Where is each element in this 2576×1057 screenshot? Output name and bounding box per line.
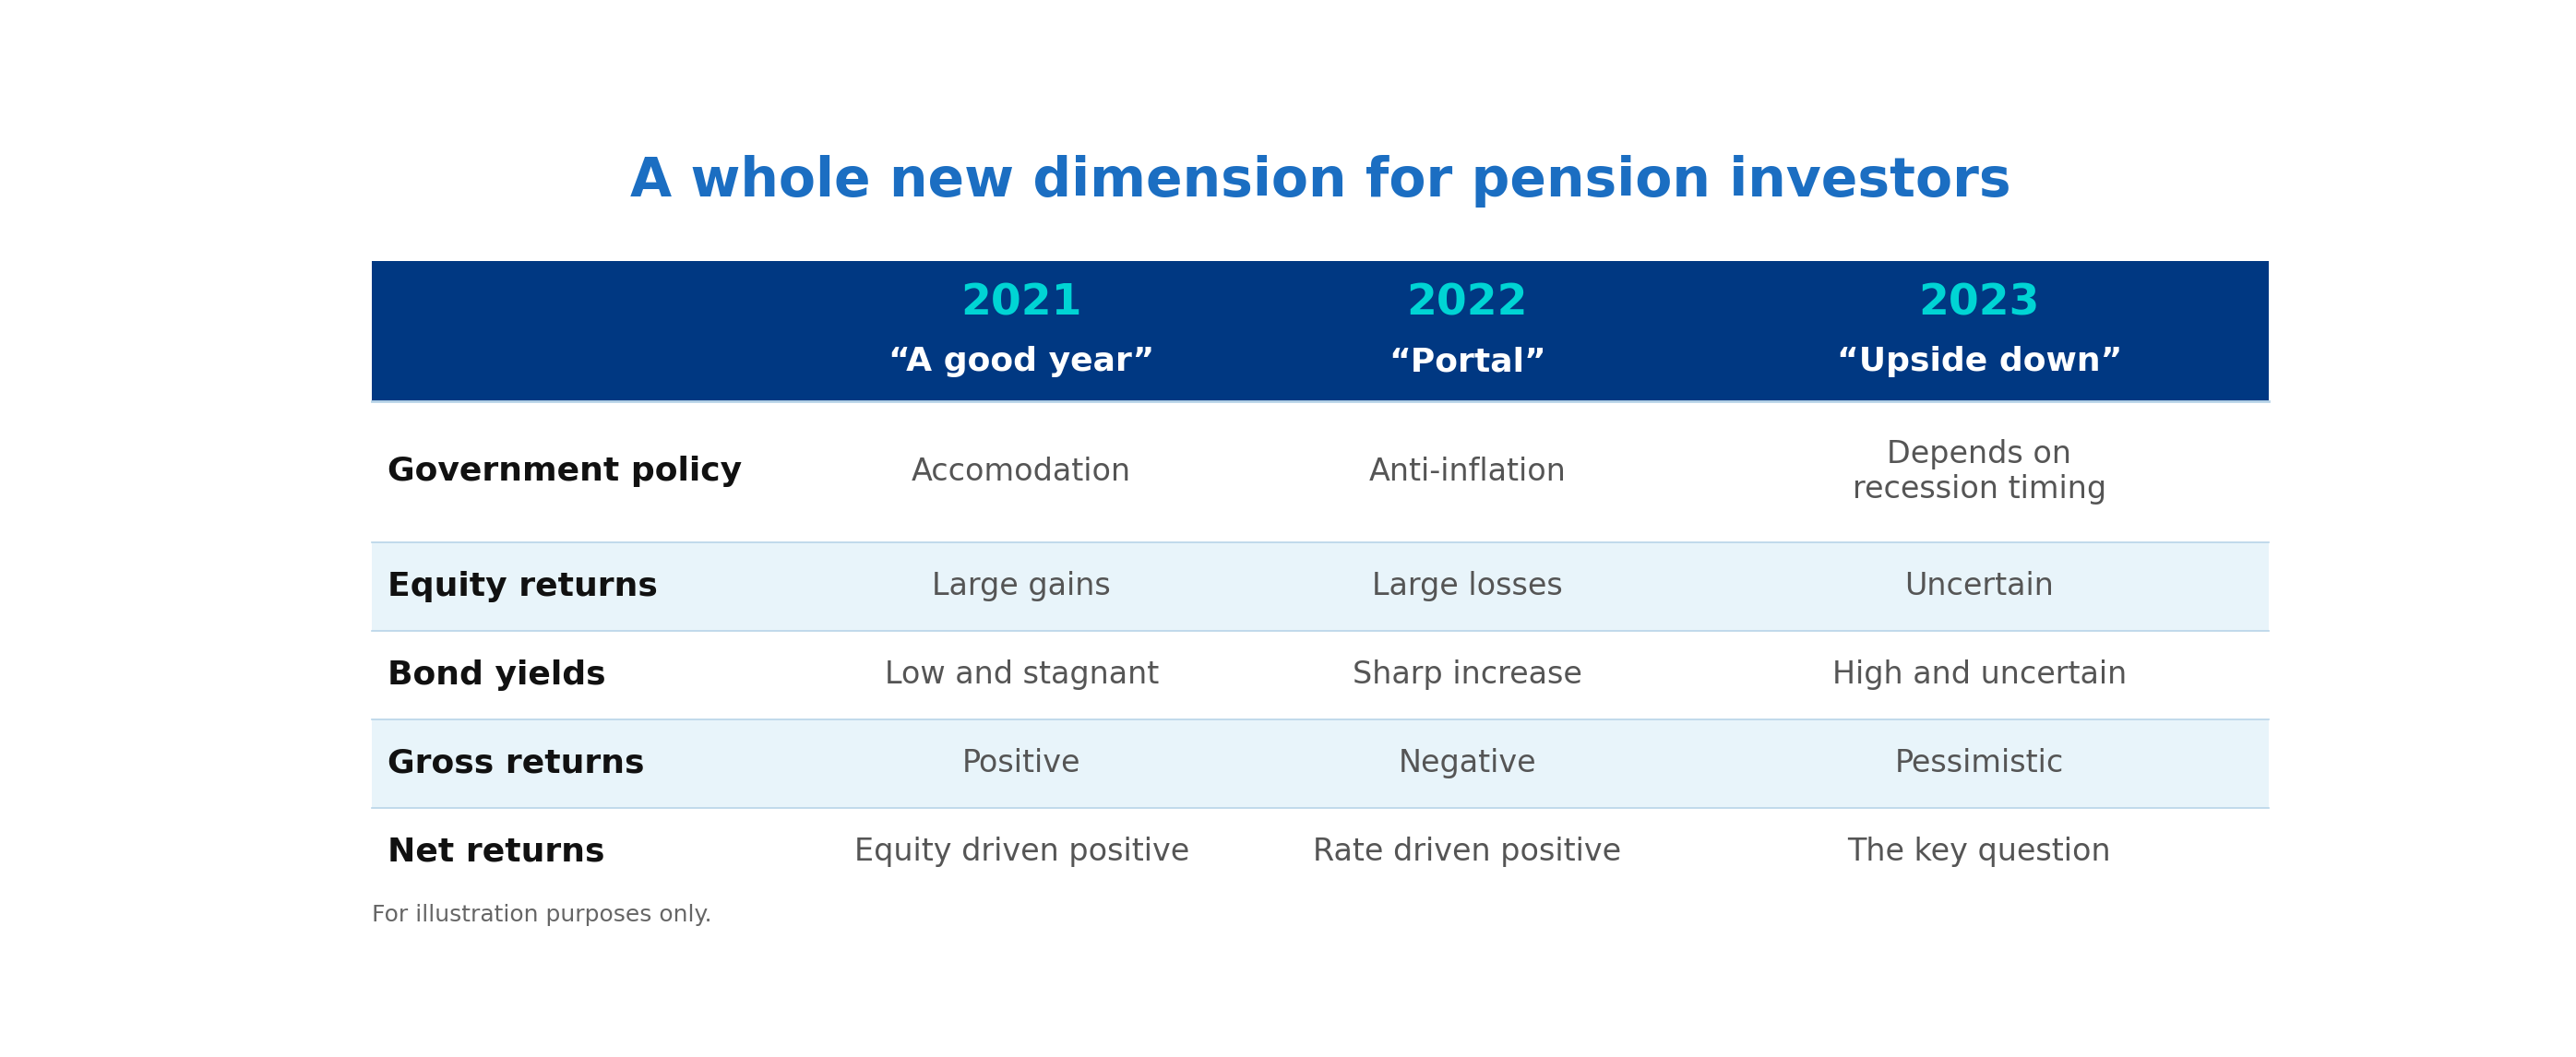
Text: Depends on
recession timing: Depends on recession timing [1852,439,2107,504]
Text: Pessimistic: Pessimistic [1896,748,2063,779]
Text: “Upside down”: “Upside down” [1837,346,2123,377]
Text: Gross returns: Gross returns [386,747,644,779]
Text: “A good year”: “A good year” [889,346,1154,377]
Text: High and uncertain: High and uncertain [1832,660,2128,690]
Text: Negative: Negative [1399,748,1535,779]
Text: “Portal”: “Portal” [1388,346,1546,377]
Text: 2023: 2023 [1919,282,2040,323]
Text: Equity returns: Equity returns [386,571,657,602]
Text: Positive: Positive [963,748,1082,779]
Text: A whole new dimension for pension investors: A whole new dimension for pension invest… [629,155,2012,208]
Text: Government policy: Government policy [386,456,742,487]
Text: Uncertain: Uncertain [1904,571,2053,601]
Text: The key question: The key question [1847,836,2110,867]
Text: Low and stagnant: Low and stagnant [884,660,1159,690]
Text: Accomodation: Accomodation [912,457,1131,487]
Text: Large losses: Large losses [1373,571,1564,601]
Text: Bond yields: Bond yields [386,660,605,690]
Text: Net returns: Net returns [386,836,605,868]
Text: Sharp increase: Sharp increase [1352,660,1582,690]
Text: 2021: 2021 [961,282,1082,323]
Text: 2022: 2022 [1406,282,1528,323]
Text: Anti-inflation: Anti-inflation [1368,457,1566,487]
Text: Rate driven positive: Rate driven positive [1314,836,1620,867]
Text: For illustration purposes only.: For illustration purposes only. [371,904,711,926]
Text: Equity driven positive: Equity driven positive [853,836,1190,867]
Text: Large gains: Large gains [933,571,1110,601]
